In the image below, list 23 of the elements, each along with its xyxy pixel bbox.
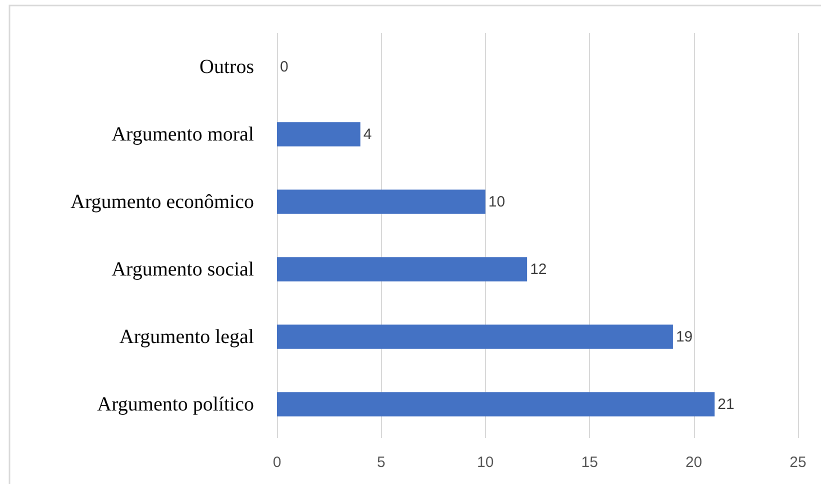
y-tick-label: Argumento econômico <box>70 190 254 213</box>
data-label: 0 <box>280 58 288 76</box>
y-tick-label: Argumento social <box>112 258 254 280</box>
data-label: 4 <box>363 126 372 143</box>
x-tick-label: 25 <box>790 454 806 471</box>
data-label: 10 <box>488 193 506 210</box>
bar <box>277 392 715 416</box>
x-tick-label: 0 <box>272 454 282 471</box>
x-tick-label: 10 <box>477 454 494 471</box>
data-label: 19 <box>676 328 693 346</box>
bar <box>277 122 360 146</box>
bar <box>277 190 486 214</box>
x-tick-label: 20 <box>685 454 702 471</box>
y-tick-label: Argumento político <box>97 393 254 416</box>
x-tick-label: 5 <box>377 454 386 471</box>
data-label: 12 <box>530 260 547 278</box>
y-tick-label: Argumento moral <box>112 123 254 146</box>
bar <box>277 324 673 349</box>
data-label: 21 <box>718 396 734 413</box>
y-tick-label: Outros <box>200 56 254 78</box>
x-tick-label: 15 <box>581 454 598 471</box>
y-tick-label: Argumento legal <box>119 326 254 348</box>
bar <box>277 257 528 282</box>
